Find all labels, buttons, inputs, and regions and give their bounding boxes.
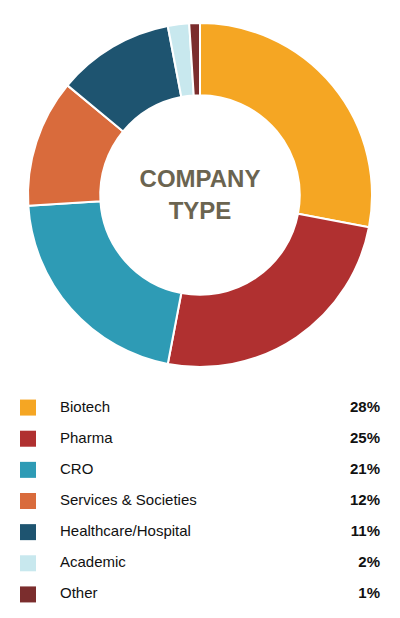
slice [168,214,369,367]
chart: COMPANY TYPE Biotech 28% Pharma 25% CRO 21% Serv… [0,0,400,618]
legend-value: 11% [351,522,380,539]
legend-value: 21% [350,460,380,477]
slice [67,26,181,131]
legend-swatch [20,586,36,602]
legend-label: CRO [60,460,93,477]
legend-swatch [20,524,36,540]
legend: Biotech 28% Pharma 25% CRO 21% Services & Soci… [20,398,380,603]
legend-swatch [20,462,36,478]
slice [28,201,181,364]
title: COMPANY [140,165,261,192]
legend-label: Pharma [60,429,113,446]
legend-label: Other [60,584,98,601]
legend-label: Healthcare/Hospital [60,522,191,539]
subtitle: TYPE [169,197,232,224]
legend-label: Services & Societies [60,491,197,508]
legend-swatch [20,431,36,447]
legend-value: 25% [350,429,380,446]
slice [189,23,200,95]
legend-value: 12% [350,491,380,508]
legend-value: 2% [358,553,380,570]
legend-value: 1% [358,584,380,601]
slices [28,23,372,367]
legend-swatch [20,400,36,416]
legend-label: Academic [60,553,126,570]
legend-swatch [20,555,36,571]
legend-label: Biotech [60,398,110,415]
legend-value: 28% [350,398,380,415]
legend-swatch [20,493,36,509]
